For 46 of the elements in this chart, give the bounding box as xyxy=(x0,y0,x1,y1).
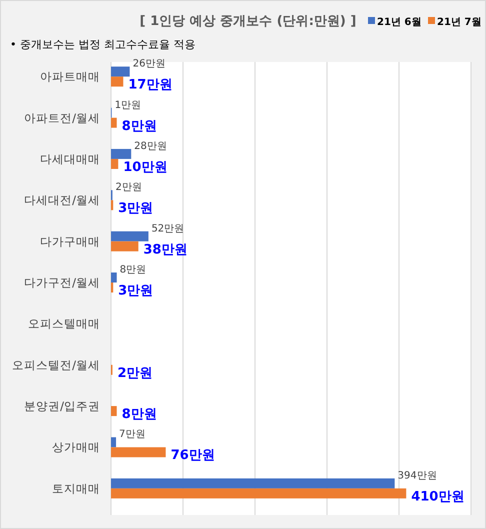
legend-label: 21년 6월 xyxy=(377,17,422,28)
data-label: 410만원 xyxy=(411,489,464,504)
bar xyxy=(111,478,395,488)
data-label: 7만원 xyxy=(119,429,146,440)
data-label: 8만원 xyxy=(120,264,146,276)
y-tick-label: 다세대매매 xyxy=(40,152,100,166)
data-label: 28만원 xyxy=(134,140,167,152)
chart-title: [ 1인당 예상 중개보수 (단위:만원) ] xyxy=(140,14,356,29)
data-label: 394만원 xyxy=(398,470,437,482)
data-label: 2만원 xyxy=(117,366,152,381)
y-tick-label: 다세대전/월세 xyxy=(24,193,100,208)
y-tick-label: 아파트전/월세 xyxy=(24,110,100,125)
data-label: 10만원 xyxy=(123,160,168,175)
bar xyxy=(111,447,166,458)
data-label: 17만원 xyxy=(128,78,172,93)
y-tick-label: 오피스텔전/월세 xyxy=(12,358,100,372)
bar xyxy=(111,66,130,77)
bar xyxy=(111,437,116,448)
data-label: 2만원 xyxy=(115,182,142,194)
y-tick-label: 토지매매 xyxy=(52,481,100,496)
bar xyxy=(111,272,117,282)
y-tick-label: 분양권/입주권 xyxy=(24,399,100,414)
bar xyxy=(111,118,117,128)
bar xyxy=(111,488,406,498)
text: • 중개보수는 법정 최고수수료율 적용 xyxy=(10,38,196,51)
legend-label: 21년 7월 xyxy=(437,17,482,28)
bar xyxy=(111,406,117,416)
data-label: 38만원 xyxy=(143,242,188,258)
y-tick-label: 아파트매매 xyxy=(40,70,100,84)
data-label: 8만원 xyxy=(122,118,157,134)
data-label: 52만원 xyxy=(151,223,184,234)
data-label: 26만원 xyxy=(132,58,166,70)
data-label: 1만원 xyxy=(114,100,142,111)
data-label: 76만원 xyxy=(170,448,215,464)
bar xyxy=(111,231,148,242)
bar xyxy=(111,148,132,159)
bar xyxy=(111,241,138,252)
y-tick-label: 오피스텔매매 xyxy=(28,316,100,331)
data-label: 3만원 xyxy=(118,201,154,216)
data-label: 8만원 xyxy=(122,407,157,422)
bar xyxy=(111,76,124,87)
y-tick-label: 상가매매 xyxy=(52,440,100,454)
y-tick-label: 다가구매매 xyxy=(40,234,100,248)
data-label: 3만원 xyxy=(118,284,154,298)
y-tick-label: 다가구전/월세 xyxy=(24,276,100,290)
bar xyxy=(111,158,118,169)
